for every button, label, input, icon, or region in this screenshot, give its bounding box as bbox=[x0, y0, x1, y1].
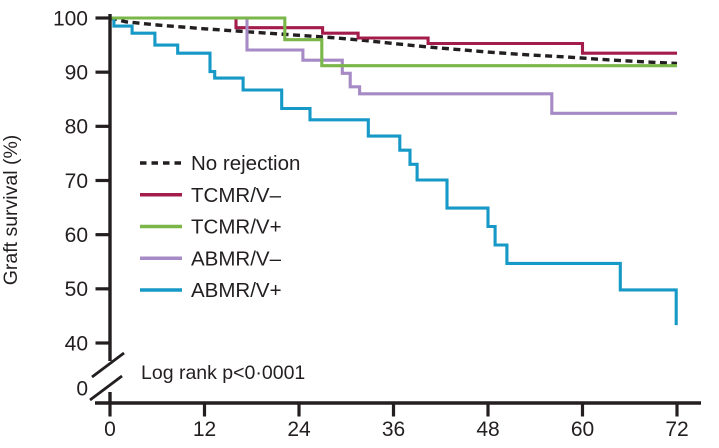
legend-item-abmr-v-: ABMR/V+ bbox=[140, 279, 282, 302]
curve-no-rejection bbox=[109, 16, 678, 66]
y-tick-label-100: 100 bbox=[53, 7, 88, 30]
axes-layer: 100 90 80 70 60 50 40 00 12 24 36 48 60 72 bbox=[53, 7, 701, 441]
y-tick-label-90: 90 bbox=[65, 62, 88, 85]
legend-label-3: TCMR/V+ bbox=[191, 216, 282, 239]
legend-label-5: ABMR/V+ bbox=[191, 279, 282, 302]
curve-tcmr-v- bbox=[110, 16, 677, 68]
curve-abmr-v- bbox=[110, 16, 678, 326]
y-tick-label-50: 50 bbox=[65, 278, 88, 301]
log-rank-annotation: Log rank p<0·0001 bbox=[141, 362, 305, 384]
y-axis-break-slash-lower bbox=[89, 374, 123, 402]
y-tick-label-40: 40 bbox=[65, 332, 88, 355]
x-tick-label-60: 60 bbox=[571, 418, 594, 441]
y-axis-break-slash-upper bbox=[91, 351, 125, 379]
legend-item-no-rejection: No rejection bbox=[140, 152, 300, 175]
y-tick-label-0: 0 bbox=[76, 377, 88, 400]
x-tick-label-36: 36 bbox=[382, 418, 405, 441]
y-tick-label-70: 70 bbox=[65, 170, 88, 193]
legend-label-2: TCMR/V– bbox=[191, 184, 282, 207]
x-tick-label-48: 48 bbox=[476, 418, 499, 441]
legend-item-tcmr-v-: TCMR/V+ bbox=[140, 216, 282, 239]
legend-item-tcmr-v-: TCMR/V– bbox=[140, 184, 282, 207]
legend-label-1: No rejection bbox=[191, 152, 300, 175]
x-tick-label-0: 0 bbox=[104, 418, 116, 441]
legend: No rejection TCMR/V– TCMR/V+ ABMR/V– ABMR/V+ bbox=[140, 152, 300, 302]
legend-item-abmr-v-: ABMR/V– bbox=[140, 247, 282, 270]
x-tick-label-72: 72 bbox=[665, 418, 688, 441]
y-tick-label-80: 80 bbox=[65, 116, 88, 139]
y-axis-title: Graft survival (%) bbox=[0, 135, 22, 286]
legend-label-4: ABMR/V– bbox=[191, 247, 282, 270]
y-tick-label-60: 60 bbox=[65, 224, 88, 247]
curve-tcmr-v- bbox=[110, 16, 677, 55]
x-tick-label-24: 24 bbox=[287, 418, 311, 441]
curves-layer bbox=[109, 16, 678, 326]
curve-abmr-v- bbox=[110, 16, 677, 115]
x-tick-label-12: 12 bbox=[193, 418, 216, 441]
